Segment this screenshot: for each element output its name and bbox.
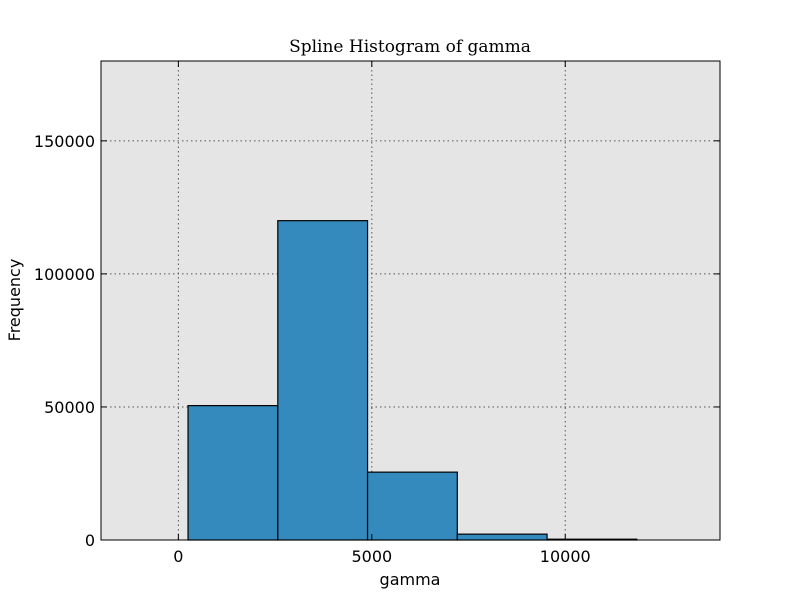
y-tick-label: 50000 — [44, 398, 95, 417]
histogram-bar — [277, 220, 369, 541]
x-tick-label: 5000 — [351, 547, 392, 566]
x-tick-label: 0 — [173, 547, 183, 566]
chart-title: Spline Histogram of gamma — [289, 37, 531, 57]
histogram-bar — [187, 405, 279, 541]
plot-frame — [100, 60, 721, 541]
grid — [101, 61, 720, 540]
x-axis-label: gamma — [380, 570, 441, 589]
x-tick-label: 10000 — [540, 547, 591, 566]
y-tick-label: 0 — [85, 531, 95, 550]
histogram-bar — [366, 471, 458, 541]
histogram-bar — [456, 533, 548, 541]
y-tick-label: 150000 — [34, 132, 95, 151]
y-tick-label: 100000 — [34, 265, 95, 284]
y-axis-label: Frequency — [5, 259, 24, 342]
